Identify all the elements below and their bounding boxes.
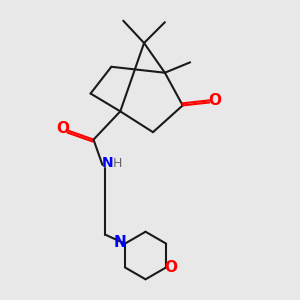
- Text: O: O: [208, 94, 221, 109]
- Text: N: N: [114, 235, 127, 250]
- Text: N: N: [102, 156, 113, 170]
- Text: H: H: [113, 157, 123, 169]
- Text: O: O: [164, 260, 177, 275]
- Text: O: O: [56, 121, 69, 136]
